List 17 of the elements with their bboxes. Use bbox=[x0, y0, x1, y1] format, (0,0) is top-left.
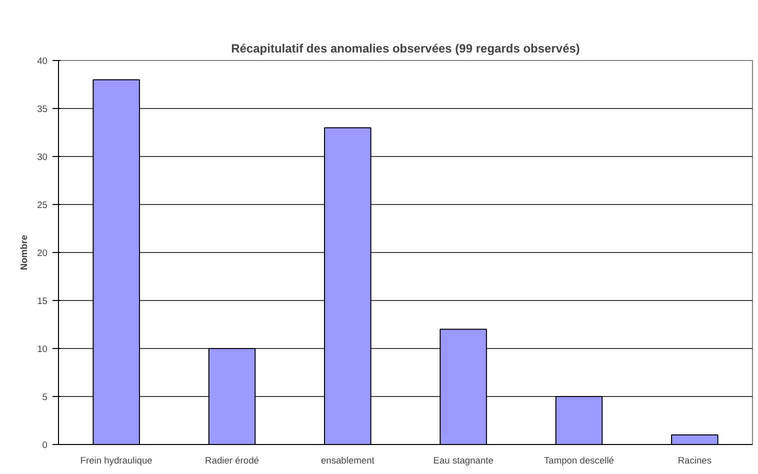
y-tick-label: 35 bbox=[37, 104, 48, 114]
y-tick-label: 30 bbox=[37, 152, 48, 162]
x-tick-label: Tampon descellé bbox=[544, 456, 614, 466]
y-tick-label: 15 bbox=[37, 296, 48, 306]
y-tick-label: 10 bbox=[37, 344, 48, 354]
y-tick-label: 0 bbox=[42, 440, 48, 450]
x-tick-label: Frein hydraulique bbox=[80, 456, 152, 466]
y-tick-label: 20 bbox=[37, 248, 48, 258]
y-axis-title: Nombre bbox=[19, 234, 30, 270]
y-tick-label: 25 bbox=[37, 200, 48, 210]
x-tick-label: Radier érodé bbox=[205, 456, 259, 466]
x-tick-label: Racines bbox=[678, 456, 712, 466]
y-tick-label: 5 bbox=[42, 392, 48, 402]
chart-title: Récapitulatif des anomalies observées (99 regards observés) bbox=[231, 42, 580, 56]
x-tick-label: ensablement bbox=[320, 456, 375, 466]
x-tick-label: Eau stagnante bbox=[433, 456, 494, 466]
y-tick-label: 40 bbox=[37, 56, 48, 66]
